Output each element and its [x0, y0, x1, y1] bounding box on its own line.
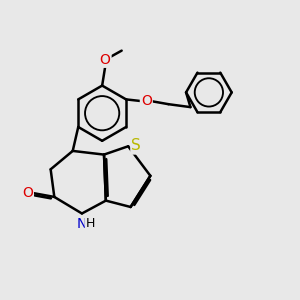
Text: O: O: [22, 186, 33, 200]
Text: O: O: [100, 53, 110, 67]
Text: S: S: [131, 138, 141, 153]
Text: H: H: [85, 217, 95, 230]
Text: O: O: [141, 94, 152, 108]
Text: N: N: [77, 217, 87, 231]
